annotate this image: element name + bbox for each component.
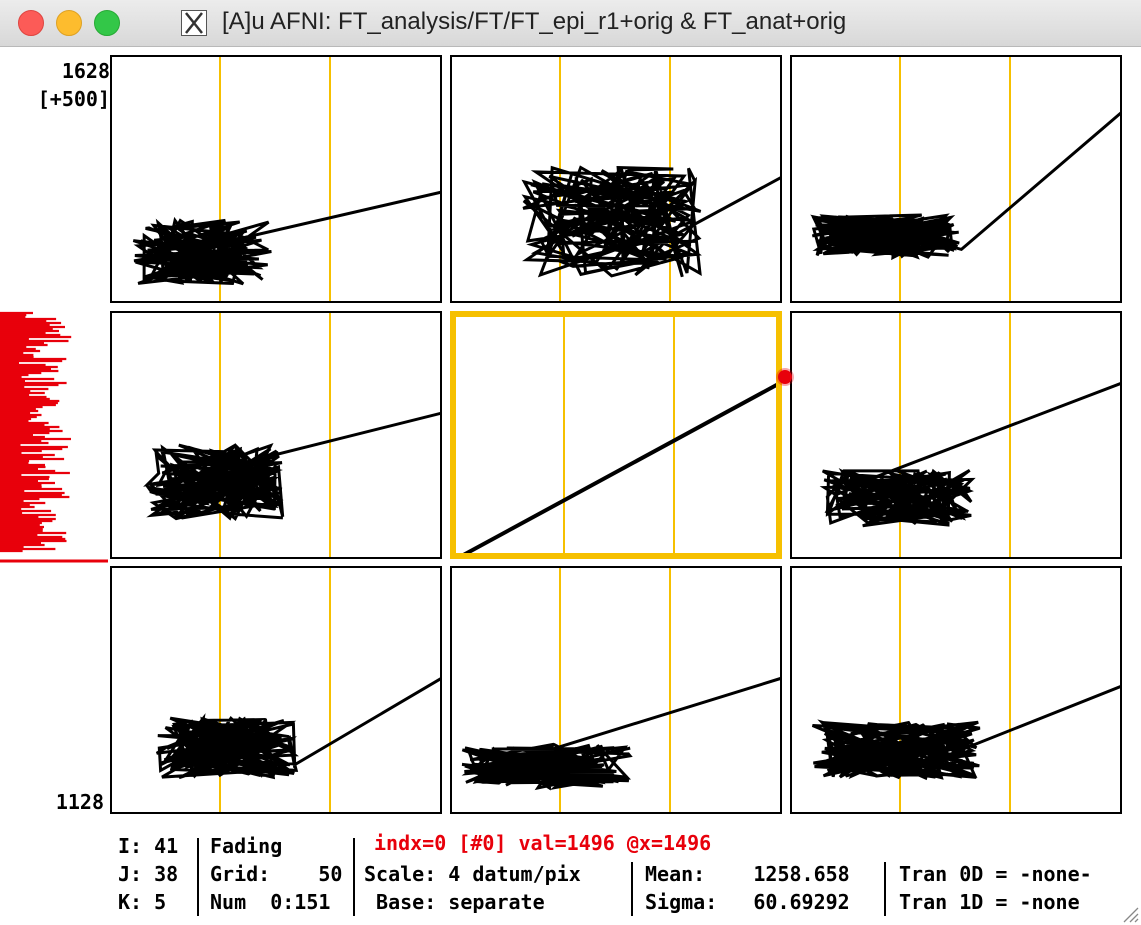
resize-grip-icon[interactable]: [1121, 905, 1139, 923]
graph-window: 1628 [+500] 1128 I: 41 J: 38 K: 5 Fading…: [0, 47, 1141, 925]
separator: [353, 838, 355, 916]
sigma-label: Sigma: 60.69292: [645, 890, 850, 914]
time-series-trace: [462, 382, 776, 553]
time-series-trace: [819, 382, 1120, 528]
separator: [631, 862, 633, 916]
time-series-trace: [143, 411, 440, 522]
fading-label[interactable]: Fading: [210, 834, 283, 858]
time-series-trace: [521, 165, 780, 278]
time-series-trace: [155, 677, 440, 780]
graph-cell[interactable]: [450, 566, 782, 814]
time-series-trace: [461, 677, 780, 791]
graph-cell[interactable]: [790, 311, 1122, 559]
num-range-label: Num 0:151: [210, 890, 331, 914]
scale-label: Scale: 4 datum/pix: [364, 862, 581, 886]
voxel-i-index: I: 41: [118, 834, 179, 858]
time-series-trace: [132, 190, 440, 286]
graph-cell-selected[interactable]: [450, 311, 782, 559]
voxel-k-index: K: 5: [118, 890, 167, 914]
y-axis-scale-label: [+500]: [37, 87, 110, 111]
central-voxel-sidebar-graph: [0, 311, 108, 563]
y-axis-bottom-label: 1128: [55, 790, 104, 814]
grid-label: Grid: 50: [210, 862, 343, 886]
time-series-trace: [811, 685, 1120, 781]
graph-cell[interactable]: [790, 566, 1122, 814]
voxel-j-index: J: 38: [118, 862, 179, 886]
graph-cell[interactable]: [110, 311, 442, 559]
graph-cell[interactable]: [790, 55, 1122, 303]
graph-cell[interactable]: [450, 55, 782, 303]
mean-label: Mean: 1258.658: [645, 862, 850, 886]
minimize-button[interactable]: [56, 10, 82, 36]
current-time-point-marker: [778, 370, 792, 384]
graph-cell[interactable]: [110, 55, 442, 303]
index-value-readout: indx=0 [#0] val=1496 @x=1496: [374, 831, 712, 855]
close-button[interactable]: [18, 10, 44, 36]
title-bar: [A]u AFNI: FT_analysis/FT/FT_epi_r1+orig…: [0, 0, 1141, 47]
transform-1d-label[interactable]: Tran 1D = -none: [899, 890, 1080, 914]
transform-0d-label[interactable]: Tran 0D = -none-: [899, 862, 1092, 886]
baseline-label: Base: separate: [364, 890, 545, 914]
separator: [197, 838, 199, 916]
time-series-trace: [810, 111, 1120, 261]
window-title: [A]u AFNI: FT_analysis/FT/FT_epi_r1+orig…: [222, 8, 847, 35]
separator: [884, 862, 886, 916]
y-axis-top-label: 1628: [61, 59, 110, 83]
x11-app-icon: [181, 10, 207, 36]
graph-cell[interactable]: [110, 566, 442, 814]
zoom-button[interactable]: [94, 10, 120, 36]
